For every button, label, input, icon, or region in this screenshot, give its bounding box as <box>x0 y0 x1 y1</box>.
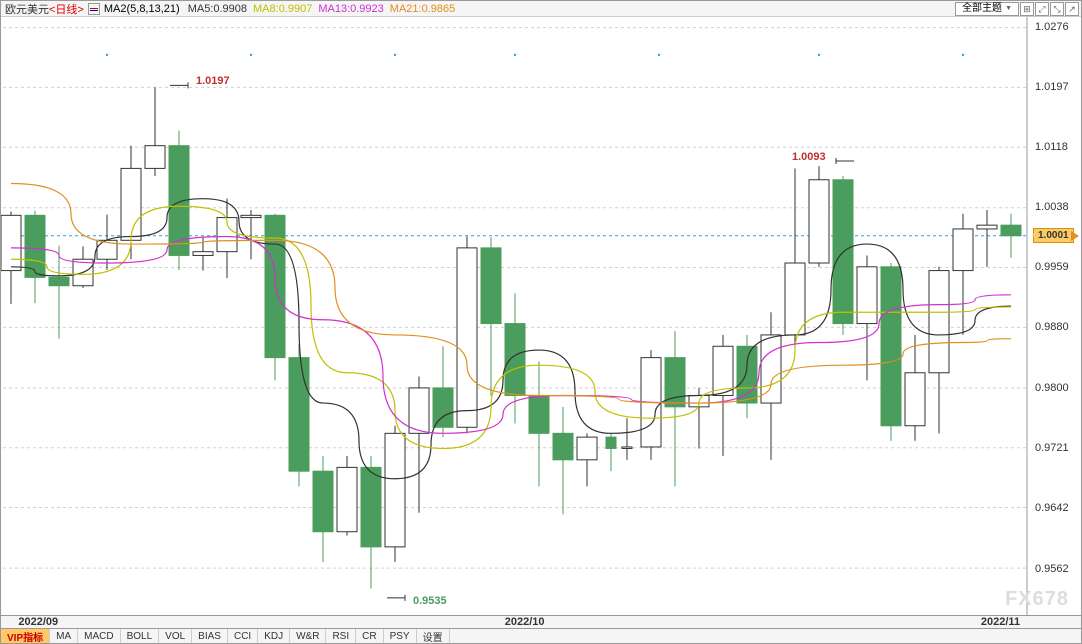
watermark: FX678 <box>1005 588 1069 611</box>
toolbar-btn-2[interactable]: ⤢ <box>1035 2 1049 16</box>
indicator-tab[interactable]: CCI <box>228 629 258 643</box>
y-tick: 0.9642 <box>1035 502 1069 514</box>
indicator-tab[interactable]: CR <box>356 629 383 643</box>
ma-value: MA5:0.9908 <box>188 3 247 15</box>
toolbar-btn-1[interactable]: ⊞ <box>1020 2 1034 16</box>
ma-value: MA13:0.9923 <box>318 3 383 15</box>
candlestick-chart <box>1 17 1081 615</box>
ma-value: MA8:0.9907 <box>253 3 312 15</box>
ma-group-label: MA2(5,8,13,21) <box>104 3 180 15</box>
indicator-tab[interactable]: MACD <box>78 629 120 643</box>
price-marker-label: 1.0001 <box>1033 228 1074 243</box>
theme-dropdown[interactable]: 全部主题 <box>955 2 1019 16</box>
x-tick: 2022/10 <box>505 616 545 628</box>
ma-readouts: MA5:0.9908 MA8:0.9907 MA13:0.9923 MA21:0.98… <box>182 3 456 15</box>
y-tick: 0.9880 <box>1035 321 1069 333</box>
chart-plot-area[interactable]: 1.0276 1.0197 1.0118 1.0038 0.9959 0.9880 0.98… <box>1 17 1081 615</box>
indicator-tab[interactable]: RSI <box>326 629 356 643</box>
indicator-tab[interactable]: VIP指标 <box>1 629 50 643</box>
period-label: <日线> <box>49 1 84 17</box>
indicator-tab[interactable]: KDJ <box>258 629 290 643</box>
top-right-controls: 全部主题 ⊞ ⤢ ⤡ ↗ <box>955 1 1079 17</box>
instrument-title: 欧元美元 <box>5 1 49 17</box>
price-arrow-icon <box>1071 231 1079 241</box>
y-tick: 1.0038 <box>1035 201 1069 213</box>
x-tick: 2022/09 <box>18 616 58 628</box>
price-annotation: 1.0093 <box>792 151 826 163</box>
indicator-tab[interactable]: PSY <box>384 629 417 643</box>
x-tick: 2022/11 <box>981 616 1020 628</box>
indicator-tab[interactable]: 设置 <box>417 629 450 643</box>
y-tick: 1.0118 <box>1035 141 1068 153</box>
price-annotation: 1.0197 <box>196 75 230 87</box>
indicator-tab[interactable]: VOL <box>159 629 192 643</box>
y-tick: 0.9721 <box>1035 442 1069 454</box>
toolbar-btn-4[interactable]: ↗ <box>1065 2 1079 16</box>
y-tick: 0.9562 <box>1035 563 1069 575</box>
y-tick: 0.9959 <box>1035 261 1069 273</box>
indicator-tab[interactable]: W&R <box>290 629 326 643</box>
ma-value: MA21:0.9865 <box>390 3 455 15</box>
x-axis: 2022/09 2022/10 2022/11 <box>1 615 1081 629</box>
indicator-tab[interactable]: BIAS <box>192 629 228 643</box>
indicator-tabs: VIP指标MAMACDBOLLVOLBIASCCIKDJW&RRSICRPSY设… <box>1 629 1081 643</box>
price-annotation: 0.9535 <box>413 595 447 607</box>
indicator-tab[interactable]: BOLL <box>121 629 160 643</box>
y-tick: 1.0276 <box>1035 21 1069 33</box>
toolbar-btn-3[interactable]: ⤡ <box>1050 2 1064 16</box>
chart-header: 欧元美元 <日线> MA2(5,8,13,21) MA5:0.9908 MA8:0… <box>1 1 1081 17</box>
y-tick: 0.9800 <box>1035 382 1069 394</box>
ma-indicator-icon[interactable] <box>88 3 100 15</box>
y-tick: 1.0197 <box>1035 81 1069 93</box>
indicator-tab[interactable]: MA <box>50 629 78 643</box>
